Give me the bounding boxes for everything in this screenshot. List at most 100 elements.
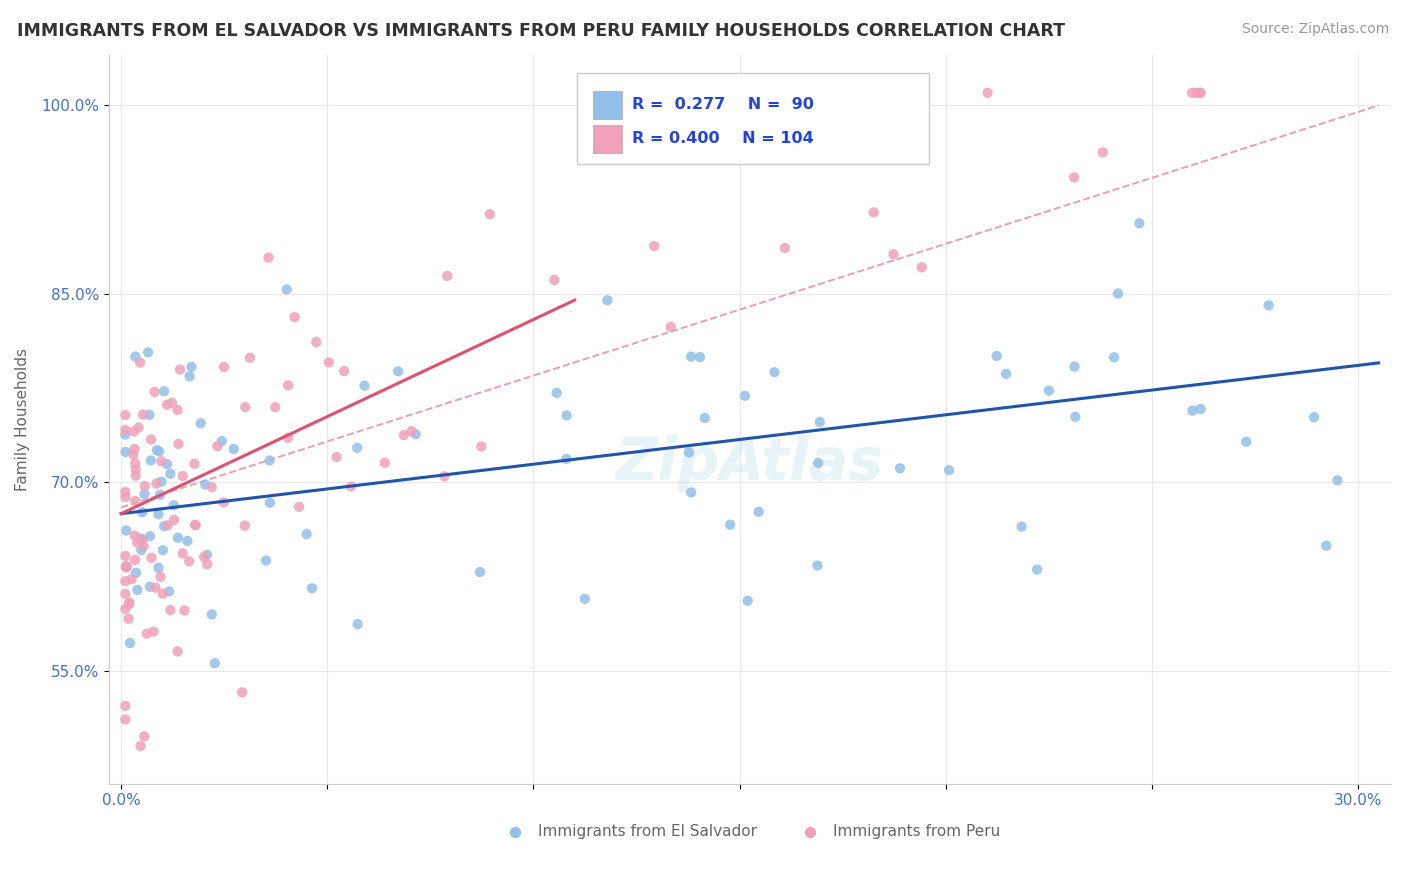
Bar (593, 125, 621, 153)
Point (678, 445, 700, 459)
Point (1107, 286, 1129, 301)
Point (392, 428, 415, 442)
Point (149, 488, 172, 502)
Point (184, 518, 207, 533)
Point (172, 546, 194, 560)
Point (305, 334, 328, 349)
Point (211, 434, 233, 448)
Point (333, 364, 356, 378)
Point (756, 102, 779, 116)
Point (160, 395, 183, 409)
Point (125, 462, 148, 476)
Point (807, 456, 830, 470)
Point (1189, 86, 1212, 100)
Point (129, 543, 152, 558)
Point (195, 548, 218, 562)
Point (346, 617, 368, 632)
Point (1257, 298, 1279, 312)
Point (1128, 216, 1150, 230)
Point (114, 549, 136, 563)
Point (143, 384, 166, 399)
Point (139, 529, 162, 543)
Point (995, 367, 1018, 381)
Point (1185, 86, 1208, 100)
Point (179, 369, 201, 384)
Point (114, 490, 136, 504)
Point (129, 356, 152, 370)
Point (204, 657, 226, 671)
Point (254, 553, 277, 567)
Point (277, 378, 299, 392)
Point (148, 561, 170, 575)
Point (127, 582, 149, 597)
Point (693, 411, 716, 425)
Point (986, 349, 1008, 363)
Point (976, 86, 998, 100)
Point (808, 415, 831, 429)
Point (124, 494, 146, 508)
Point (134, 479, 156, 493)
Point (1188, 86, 1211, 100)
Point (201, 480, 224, 494)
Text: R =  0.277    N =  90: R = 0.277 N = 90 (631, 97, 814, 112)
Point (259, 496, 281, 510)
Point (139, 453, 162, 467)
Point (734, 389, 756, 403)
Point (176, 534, 198, 549)
Point (157, 584, 180, 599)
Point (401, 424, 423, 438)
Point (233, 518, 256, 533)
Point (325, 450, 347, 464)
Point (1102, 351, 1125, 365)
Point (156, 518, 179, 533)
Point (264, 401, 287, 415)
Point (718, 517, 741, 532)
Point (470, 440, 492, 454)
Point (207, 439, 229, 453)
Point (124, 553, 146, 567)
Text: IMMIGRANTS FROM EL SALVADOR VS IMMIGRANTS FROM PERU FAMILY HOUSEHOLDS CORRELATIO: IMMIGRANTS FROM EL SALVADOR VS IMMIGRANT… (17, 22, 1064, 40)
Point (114, 408, 136, 422)
Point (163, 513, 186, 527)
Point (911, 260, 934, 275)
Point (1234, 434, 1257, 449)
Point (150, 475, 173, 489)
Point (596, 293, 619, 308)
Point (145, 476, 167, 491)
Point (184, 517, 207, 532)
Point (284, 310, 307, 325)
Point (295, 527, 318, 541)
Point (150, 454, 173, 468)
Text: R = 0.400    N = 104: R = 0.400 N = 104 (631, 131, 814, 146)
Point (1026, 563, 1049, 577)
Point (1038, 384, 1060, 398)
Point (1326, 473, 1348, 487)
Point (114, 602, 136, 616)
Point (138, 408, 160, 422)
Point (1181, 86, 1204, 100)
Point (212, 359, 235, 374)
Point (124, 528, 146, 542)
Point (433, 469, 456, 483)
Point (167, 437, 190, 451)
Point (318, 355, 340, 369)
Point (257, 251, 280, 265)
Point (146, 443, 169, 458)
Point (114, 427, 136, 442)
Point (124, 468, 146, 483)
Point (118, 595, 141, 609)
Point (301, 581, 323, 595)
Point (166, 644, 188, 658)
Point (114, 713, 136, 727)
Point (190, 416, 212, 430)
Point (142, 624, 165, 639)
Point (159, 603, 181, 617)
Point (132, 408, 155, 422)
Legend: Immigrants from El Salvador, Immigrants from Peru: Immigrants from El Salvador, Immigrants … (494, 818, 1007, 846)
Point (129, 739, 152, 753)
Point (555, 452, 578, 467)
Point (134, 487, 156, 501)
Point (748, 505, 770, 519)
Point (340, 479, 363, 493)
Point (172, 469, 194, 483)
